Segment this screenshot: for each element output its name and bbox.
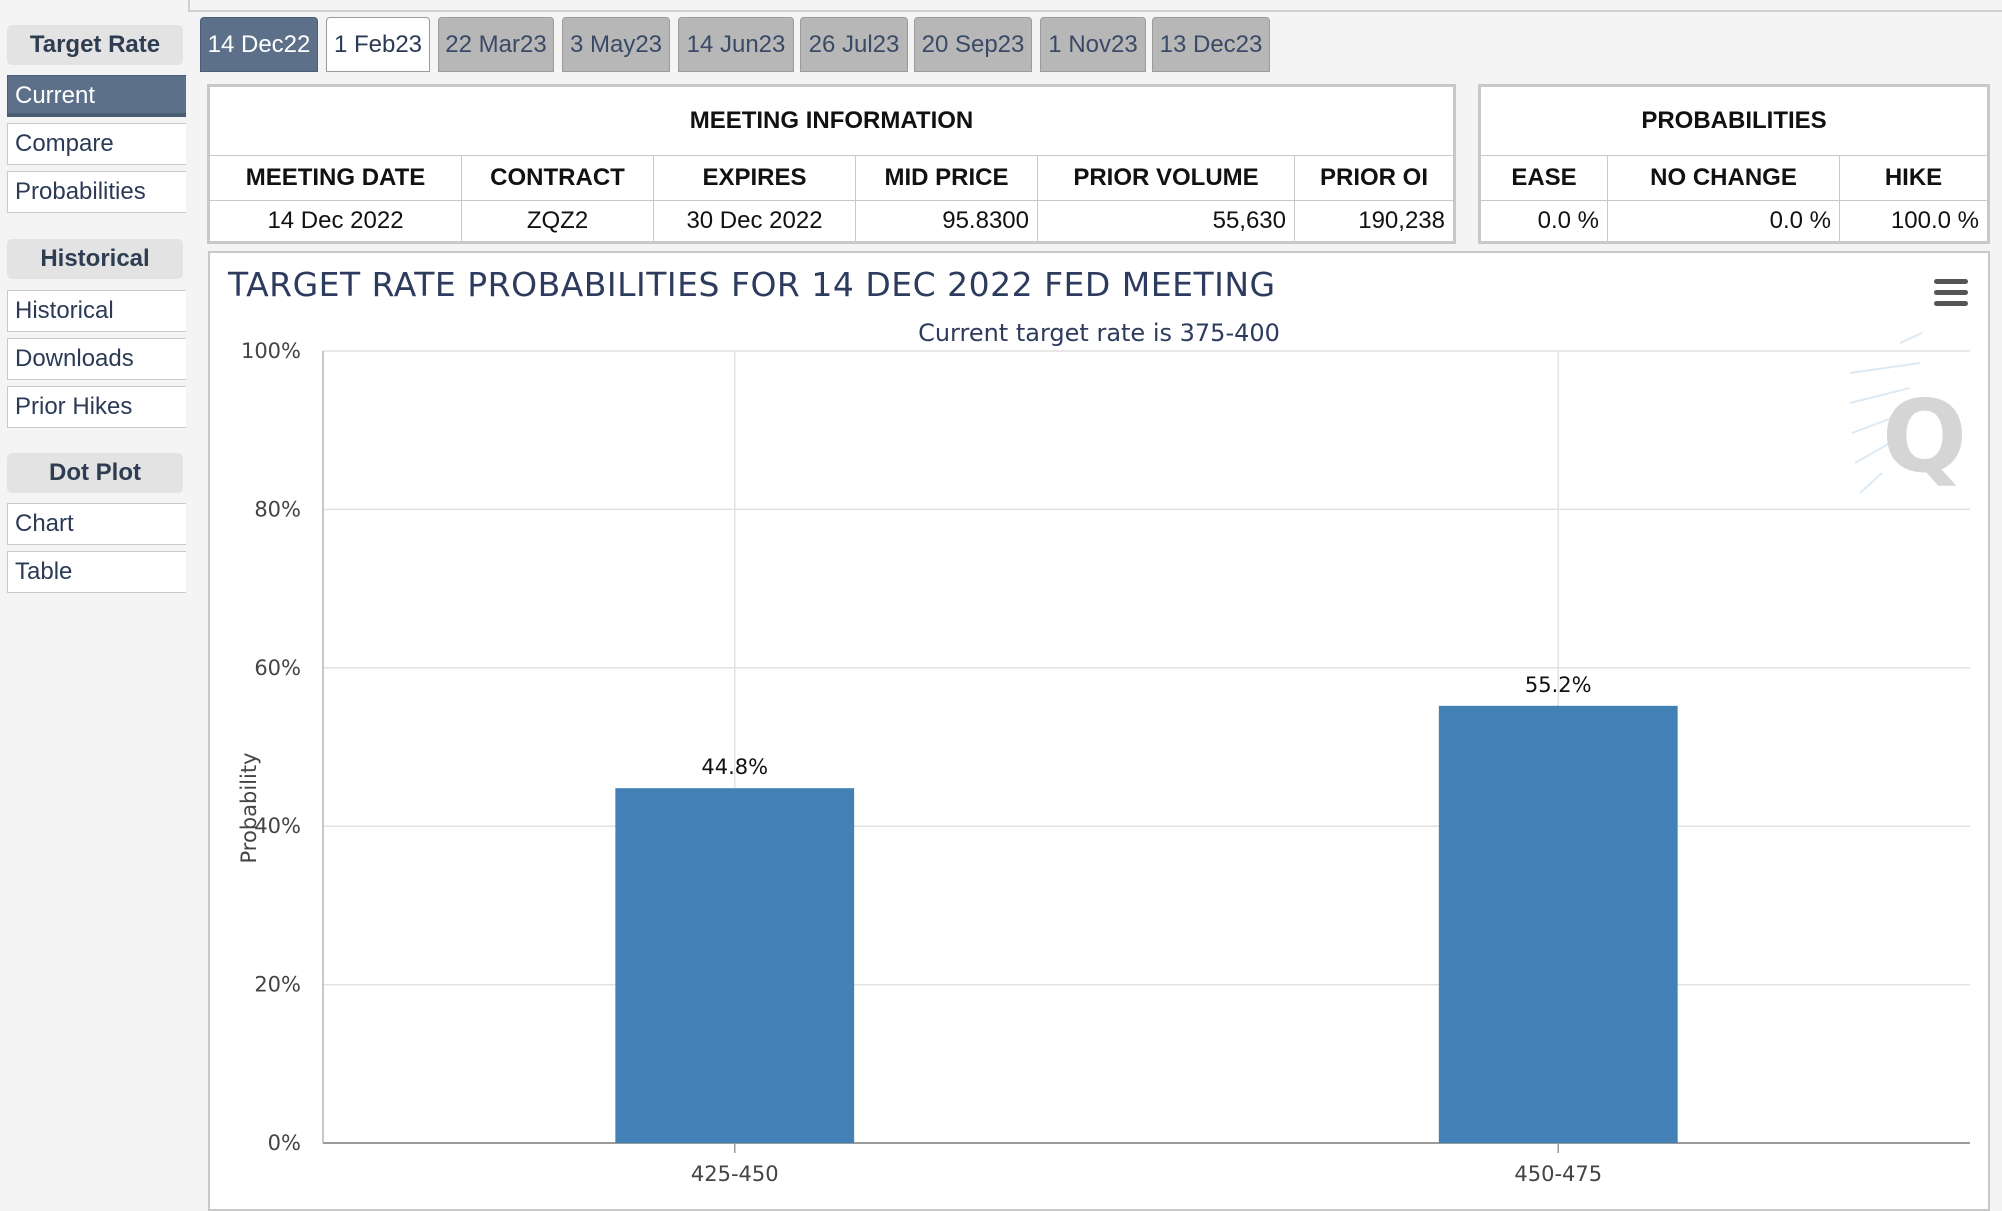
probabilities-caption: PROBABILITIES [1480,86,1988,156]
probabilities-panel: PROBABILITIES EASE NO CHANGE HIKE 0.0 % … [1478,84,1990,244]
header-hike: HIKE [1839,155,1988,201]
y-tick-label: 80% [254,497,301,521]
sidebar-item-table[interactable]: Table [7,551,186,593]
chart-panel: Q 0% 20% 40% 60% 80% 100% 44.8% 425-450 55.2% 450… [208,251,1990,1211]
y-axis-label: Probability [237,752,261,863]
probability-chart: Q 0% 20% 40% 60% 80% 100% 44.8% 425-450 55.2% 450… [237,332,1970,1186]
tab-14-jun23[interactable]: 14 Jun23 [678,17,794,72]
svg-text:Q: Q [1882,378,1967,495]
y-tick-label: 40% [254,814,301,838]
probabilities-table: PROBABILITIES EASE NO CHANGE HIKE 0.0 % … [1480,86,1988,242]
sidebar: Target Rate Current Compare Probabilitie… [0,0,190,1194]
meeting-information-table: MEETING INFORMATION MEETING DATE CONTRAC… [209,86,1454,242]
sidebar-item-probabilities[interactable]: Probabilities [7,171,186,213]
data-label-425-450: 44.8% [701,755,768,779]
tab-13-dec23[interactable]: 13 Dec23 [1152,17,1270,72]
cell-hike: 100.0 % [1839,200,1988,242]
sidebar-item-chart[interactable]: Chart [7,503,186,545]
header-mid-price: MID PRICE [855,155,1038,201]
header-ease: EASE [1480,155,1608,201]
bar-425-450[interactable] [615,788,855,1143]
tab-1-nov23[interactable]: 1 Nov23 [1040,17,1146,72]
meeting-information-caption: MEETING INFORMATION [209,86,1454,156]
sidebar-item-compare[interactable]: Compare [7,123,186,165]
tab-20-sep23[interactable]: 20 Sep23 [914,17,1032,72]
cell-contract: ZQZ2 [461,200,654,242]
tab-22-mar23[interactable]: 22 Mar23 [438,17,554,72]
tab-14-dec22[interactable]: 14 Dec22 [200,17,318,72]
header-prior-volume: PRIOR VOLUME [1037,155,1295,201]
chart-labels: 0% 20% 40% 60% 80% 100% 44.8% 425-450 55.2% 450-4… [241,339,1602,1186]
data-label-450-475: 55.2% [1525,673,1592,697]
chart-bars [615,705,1678,1143]
header-expires: EXPIRES [653,155,856,201]
sidebar-section-historical: Historical [7,239,183,279]
chart-title: TARGET RATE PROBABILITIES FOR 14 DEC 202… [228,265,1276,304]
y-tick-label: 0% [268,1131,301,1155]
cell-prior-volume: 55,630 [1037,200,1295,242]
header-prior-oi: PRIOR OI [1294,155,1454,201]
cell-no-change: 0.0 % [1607,200,1840,242]
sidebar-item-current[interactable]: Current [7,75,186,117]
sidebar-section-target-rate: Target Rate [7,25,183,65]
header-contract: CONTRACT [461,155,654,201]
tab-1-feb23[interactable]: 1 Feb23 [326,17,430,72]
meeting-information-panel: MEETING INFORMATION MEETING DATE CONTRAC… [207,84,1456,244]
header-meeting-date: MEETING DATE [209,155,462,201]
sidebar-item-historical[interactable]: Historical [7,290,186,332]
y-tick-label: 20% [254,973,301,997]
header-no-change: NO CHANGE [1607,155,1840,201]
bar-450-475[interactable] [1438,705,1678,1143]
sidebar-item-prior-hikes[interactable]: Prior Hikes [7,386,186,428]
sidebar-item-downloads[interactable]: Downloads [7,338,186,380]
cell-prior-oi: 190,238 [1294,200,1454,242]
cell-meeting-date: 14 Dec 2022 [209,200,462,242]
cell-expires: 30 Dec 2022 [653,200,856,242]
sidebar-section-dot-plot: Dot Plot [7,453,183,493]
cell-mid-price: 95.8300 [855,200,1038,242]
watermark-logo: Q [1849,332,1967,495]
x-tick-label-425-450: 425-450 [691,1162,779,1186]
hamburger-menu-icon[interactable] [1934,279,1968,307]
cell-ease: 0.0 % [1480,200,1608,242]
x-tick-label-450-475: 450-475 [1514,1162,1602,1186]
y-tick-label: 100% [241,339,301,363]
y-tick-label: 60% [254,656,301,680]
tab-26-jul23[interactable]: 26 Jul23 [800,17,908,72]
chart-subtitle: Current target rate is 375-400 [918,319,1280,347]
chart-grid [322,350,1970,1153]
tab-3-may23[interactable]: 3 May23 [562,17,670,72]
